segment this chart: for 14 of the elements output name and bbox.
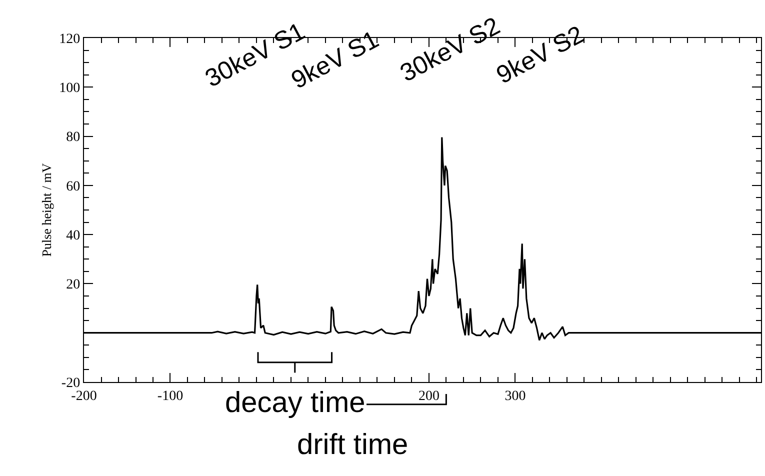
y-tick-label: 20 (66, 278, 80, 293)
x-tick-label: 200 (418, 388, 440, 404)
text: decay time (225, 387, 366, 419)
x-tick-label: -100 (157, 388, 184, 404)
y-tick-label: 60 (66, 179, 80, 194)
y-axis-title: Pulse height / mV (39, 162, 54, 257)
y-tick-label: 40 (66, 228, 80, 244)
y-tick-label: 80 (66, 130, 80, 146)
text: drift time (297, 429, 408, 461)
y-tick-label: -20 (61, 376, 80, 391)
x-tick-label: 300 (504, 388, 526, 404)
x-tick-label: -200 (71, 388, 97, 404)
y-tick-label: 100 (59, 81, 80, 96)
y-tick-label: 120 (59, 32, 80, 47)
